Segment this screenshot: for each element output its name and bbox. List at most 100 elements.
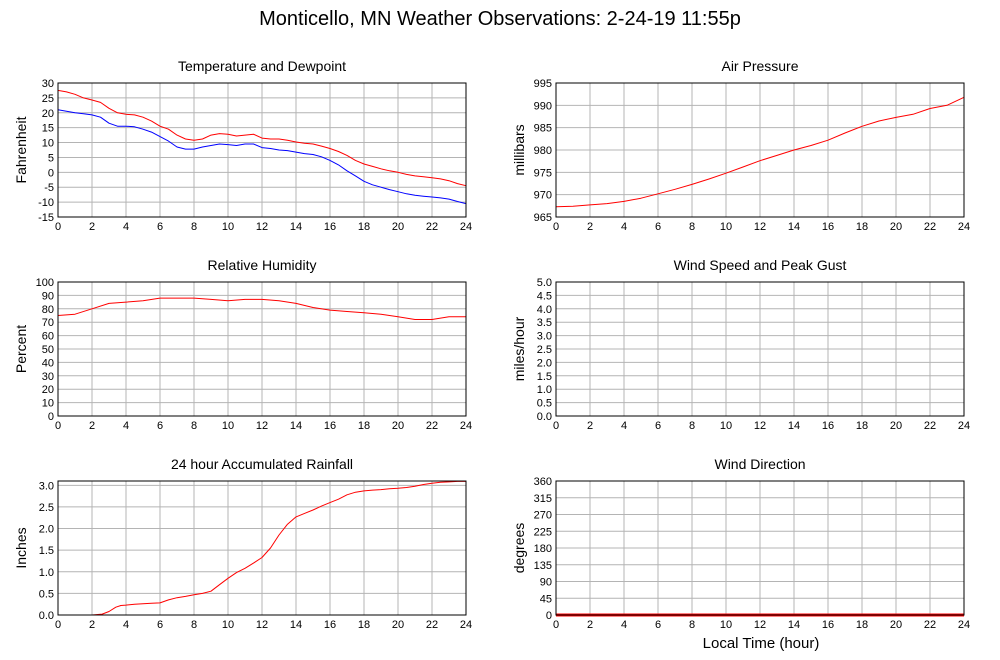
chart-title: Wind Speed and Peak Gust — [674, 257, 847, 273]
y-tick-label: 70 — [42, 317, 54, 329]
y-tick-label: 15 — [42, 123, 54, 135]
y-tick-label: 45 — [540, 593, 552, 605]
x-tick-label: 18 — [358, 619, 370, 631]
x-tick-label: 16 — [822, 619, 834, 631]
series-line-2 — [57, 109, 467, 205]
y-tick-label: 315 — [534, 493, 552, 505]
y-tick-label: 2.5 — [537, 344, 552, 356]
x-tick-label: 24 — [460, 420, 472, 432]
x-tick-label: 12 — [754, 221, 766, 233]
series-line-1 — [58, 480, 466, 616]
chart-title: Relative Humidity — [208, 257, 317, 273]
x-tick-label: 6 — [157, 420, 163, 432]
y-tick-label: 5.0 — [537, 277, 552, 289]
y-tick-label: 3.0 — [39, 480, 54, 492]
y-tick-label: 4.0 — [537, 304, 552, 316]
plot-frame — [57, 82, 467, 218]
y-tick-label: 180 — [534, 543, 552, 555]
y-tick-label: 0 — [546, 610, 552, 622]
y-tick-label: 0.5 — [537, 398, 552, 410]
x-tick-label: 8 — [689, 221, 695, 233]
y-tick-label: -15 — [38, 212, 54, 224]
x-tick-label: 10 — [720, 619, 732, 631]
y-tick-label: 970 — [534, 190, 552, 202]
y-tick-label: 135 — [534, 560, 552, 572]
x-tick-label: 8 — [689, 420, 695, 432]
x-tick-label: 12 — [754, 420, 766, 432]
y-tick-label: 2.0 — [39, 524, 54, 536]
y-tick-label: 0 — [48, 411, 54, 423]
x-tick-label: 0 — [553, 221, 559, 233]
x-tick-label: 4 — [621, 221, 627, 233]
y-axis-label: Inches — [13, 527, 29, 568]
x-tick-label: 4 — [123, 221, 129, 233]
x-tick-label: 0 — [55, 619, 61, 631]
y-tick-label: 1.0 — [537, 384, 552, 396]
y-tick-label: 3.0 — [537, 331, 552, 343]
y-axis-label: miles/hour — [511, 316, 527, 381]
x-tick-label: 14 — [290, 420, 302, 432]
y-tick-label: 990 — [534, 100, 552, 112]
x-tick-label: 4 — [621, 420, 627, 432]
x-tick-label: 12 — [256, 420, 268, 432]
x-tick-label: 4 — [621, 619, 627, 631]
x-tick-label: 0 — [553, 420, 559, 432]
x-tick-label: 20 — [890, 420, 902, 432]
series-line-1 — [57, 297, 466, 320]
x-tick-label: 4 — [123, 619, 129, 631]
x-tick-label: 2 — [89, 619, 95, 631]
y-tick-label: 1.0 — [39, 567, 54, 579]
y-tick-label: 90 — [42, 290, 54, 302]
x-tick-label: 2 — [89, 420, 95, 432]
x-tick-label: 14 — [788, 619, 800, 631]
chart-title: Wind Direction — [714, 456, 805, 472]
x-tick-label: 16 — [822, 420, 834, 432]
x-tick-label: 10 — [222, 221, 234, 233]
y-tick-label: 0.0 — [537, 411, 552, 423]
y-tick-label: 1.5 — [39, 545, 54, 557]
y-axis-label: millibars — [511, 124, 527, 175]
y-tick-label: 90 — [540, 577, 552, 589]
y-tick-label: 975 — [534, 167, 552, 179]
x-tick-label: 10 — [222, 619, 234, 631]
x-tick-label: 22 — [426, 221, 438, 233]
y-tick-label: 30 — [42, 371, 54, 383]
x-tick-label: 6 — [655, 619, 661, 631]
y-tick-label: 360 — [534, 476, 552, 488]
x-tick-label: 24 — [958, 420, 970, 432]
plot-frame — [555, 281, 965, 417]
x-tick-label: 0 — [553, 619, 559, 631]
x-tick-label: 4 — [123, 420, 129, 432]
x-tick-label: 18 — [358, 420, 370, 432]
x-tick-label: 6 — [157, 221, 163, 233]
y-tick-label: -10 — [38, 197, 54, 209]
y-tick-label: 270 — [534, 510, 552, 522]
x-tick-label: 12 — [256, 619, 268, 631]
x-tick-label: 24 — [460, 619, 472, 631]
x-tick-label: 10 — [222, 420, 234, 432]
x-tick-label: 24 — [958, 619, 970, 631]
plot-frame — [57, 281, 467, 417]
x-tick-label: 16 — [324, 221, 336, 233]
y-tick-label: 980 — [534, 145, 552, 157]
x-tick-label: 8 — [191, 619, 197, 631]
y-tick-label: 80 — [42, 304, 54, 316]
y-tick-label: 2.0 — [537, 357, 552, 369]
x-tick-label: 22 — [924, 420, 936, 432]
x-tick-label: 20 — [890, 619, 902, 631]
y-tick-label: 40 — [42, 357, 54, 369]
y-tick-label: 10 — [42, 138, 54, 150]
x-tick-label: 10 — [720, 221, 732, 233]
y-tick-label: 0 — [48, 167, 54, 179]
plot-frame — [555, 480, 965, 616]
y-tick-label: 5 — [48, 152, 54, 164]
y-axis-label: Percent — [13, 325, 29, 373]
chart-title: 24 hour Accumulated Rainfall — [171, 456, 353, 472]
y-tick-label: 25 — [42, 93, 54, 105]
y-tick-label: 995 — [534, 78, 552, 90]
x-tick-label: 2 — [587, 420, 593, 432]
